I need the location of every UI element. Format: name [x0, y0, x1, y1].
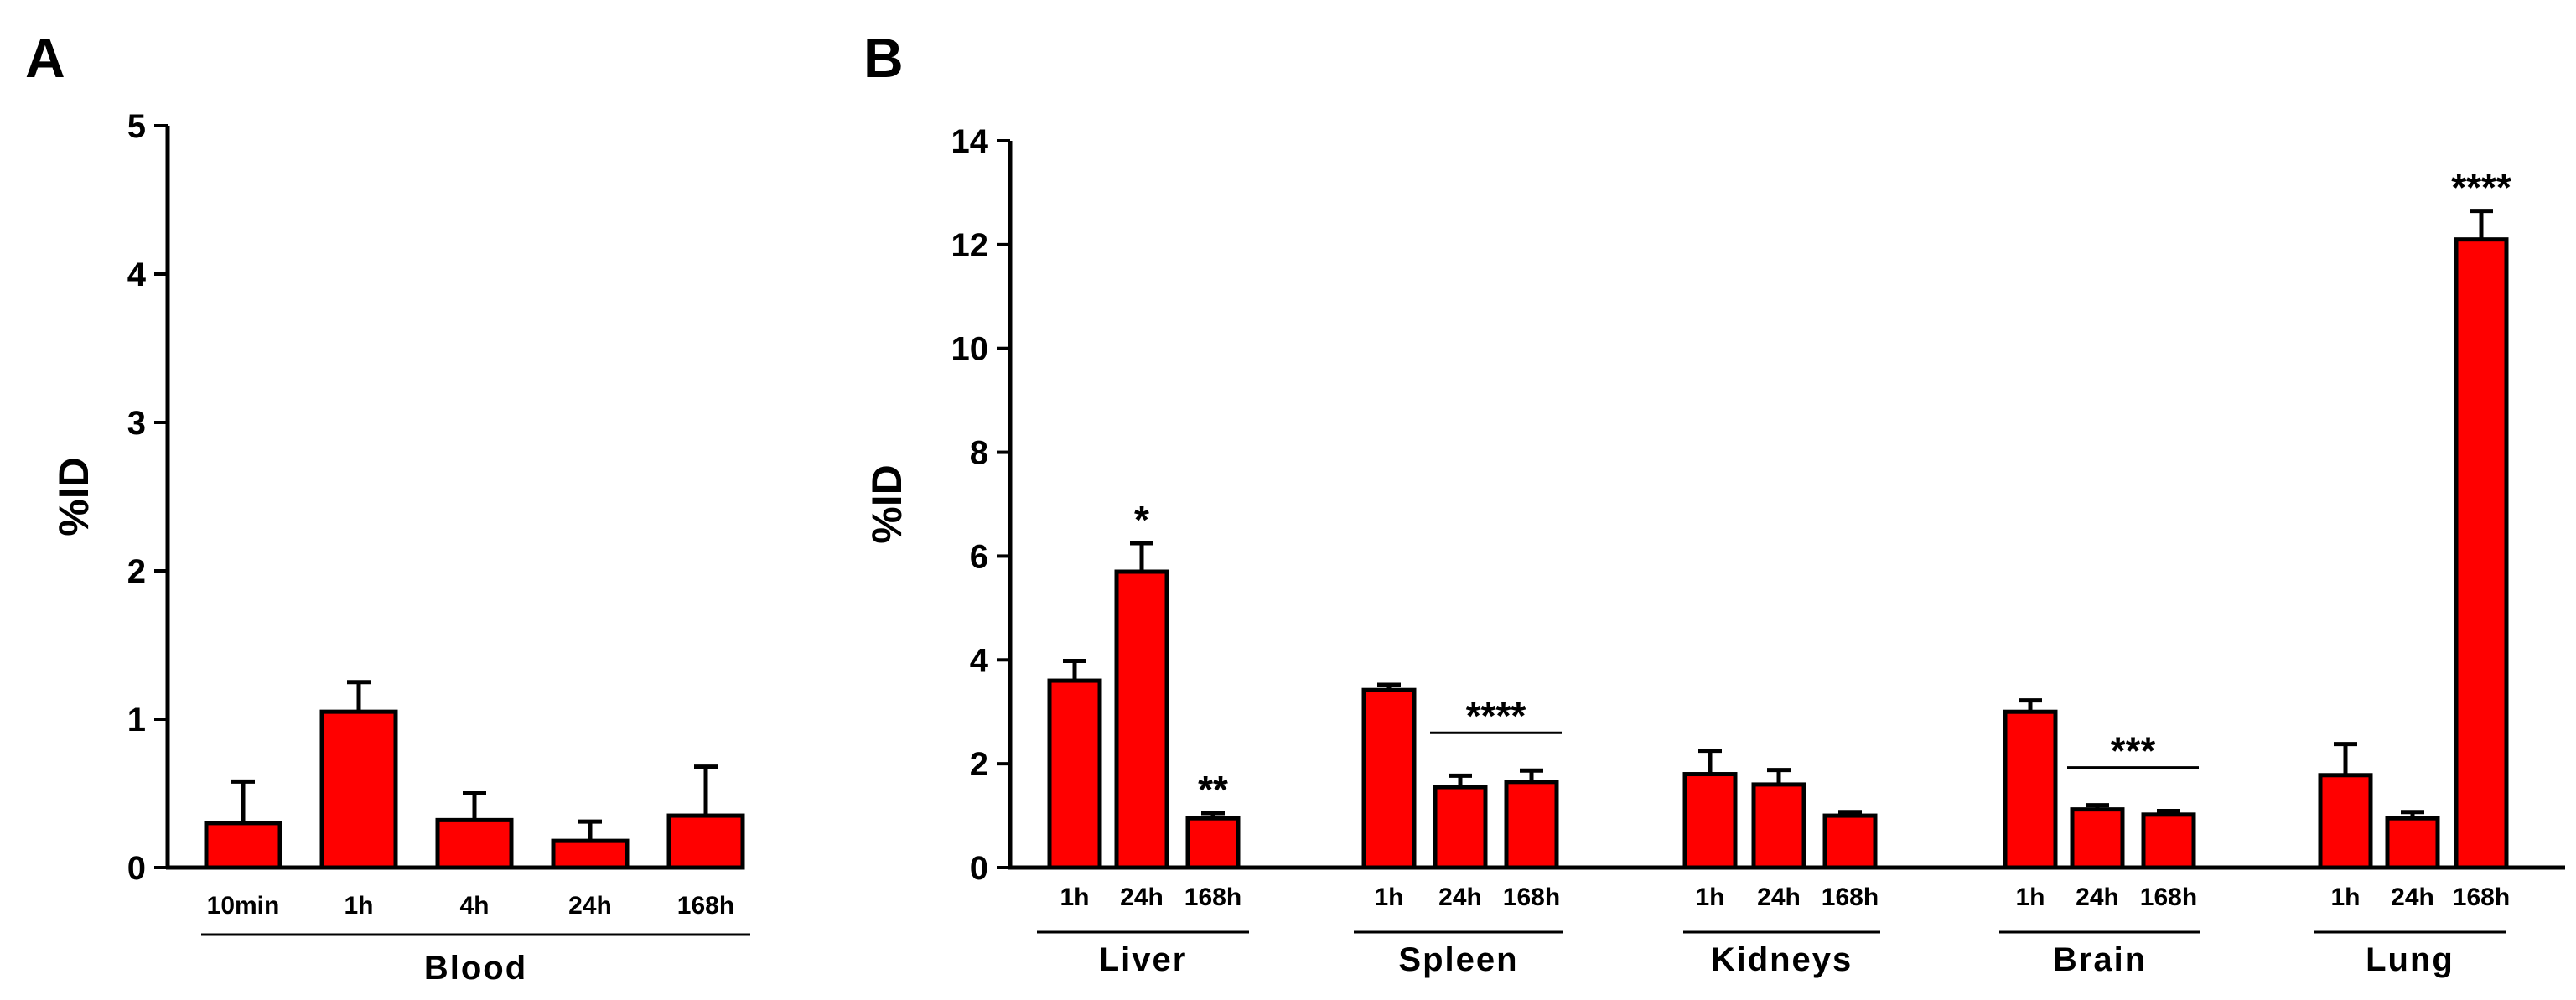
x-tick-label: 1h: [1374, 883, 1403, 911]
group-label: Lung: [2366, 941, 2454, 978]
bar: [1114, 569, 1169, 870]
group-label: Spleen: [1398, 941, 1518, 978]
y-tick-label: 12: [951, 227, 989, 264]
bar: [2141, 812, 2196, 870]
bar: [2070, 807, 2125, 870]
bar: [2318, 773, 2373, 870]
bar: [2003, 709, 2058, 870]
x-tick-label: 24h: [2076, 883, 2119, 911]
bar: [1751, 782, 1806, 870]
x-tick-label: 168h: [1822, 883, 1879, 911]
y-tick-label: 0: [970, 850, 988, 887]
panel-a: A 0 1 2 3 4 5 %ID 10min 1h 4h 24h 168h Blood: [25, 27, 750, 987]
x-tick-label: 168h: [677, 892, 734, 920]
group-label: Blood: [424, 950, 527, 987]
y-tick-label: 1: [127, 702, 146, 738]
y-tick-label: 4: [970, 642, 989, 679]
y-tick-label: 6: [970, 538, 988, 575]
bar: [1822, 813, 1878, 870]
x-tick-label: 24h: [568, 892, 612, 920]
x-tick-label: 24h: [1757, 883, 1801, 911]
y-tick-label: 4: [127, 256, 147, 293]
group-label: Brain: [2053, 941, 2147, 978]
bar: [1185, 816, 1241, 870]
x-tick-label: 10min: [207, 892, 280, 920]
x-tick-label: 1h: [344, 892, 373, 920]
x-tick-label: 24h: [1120, 883, 1164, 911]
x-tick-label: 168h: [1503, 883, 1560, 911]
x-tick-label: 168h: [2453, 883, 2510, 911]
bar: [1433, 785, 1488, 870]
y-tick-label: 5: [127, 108, 146, 145]
bar: [666, 813, 745, 870]
x-tick-label: 24h: [2391, 883, 2434, 911]
x-tick-label: 1h: [1695, 883, 1724, 911]
panel-label: A: [25, 27, 65, 89]
significance-marker: **: [1198, 768, 1228, 811]
x-tick-label: 168h: [2140, 883, 2197, 911]
bar: [2385, 816, 2440, 870]
x-tick-label: 1h: [2015, 883, 2045, 911]
bar: [1361, 687, 1417, 870]
x-tick-label: 168h: [1184, 883, 1241, 911]
y-tick-label: 10: [951, 331, 989, 368]
bar: [319, 709, 398, 870]
significance-marker: ****: [2451, 166, 2511, 210]
y-axis-title: %ID: [863, 464, 910, 543]
bar: [551, 838, 630, 870]
bar: [435, 817, 514, 870]
significance-marker: ***: [2111, 729, 2156, 773]
y-tick-label: 14: [951, 123, 989, 160]
y-tick-label: 3: [127, 405, 146, 442]
bar: [1504, 780, 1559, 870]
y-tick-label: 2: [127, 553, 146, 590]
y-axis-title: %ID: [50, 457, 97, 536]
x-tick-label: 1h: [2330, 883, 2360, 911]
x-tick-label: 1h: [1060, 883, 1089, 911]
y-tick-label: 0: [127, 850, 146, 887]
group-label: Liver: [1099, 941, 1188, 978]
group-label: Kidneys: [1711, 941, 1853, 978]
bar: [204, 821, 282, 870]
bar: [1047, 678, 1102, 870]
y-tick-label: 2: [970, 746, 988, 783]
x-tick-label: 4h: [459, 892, 489, 920]
y-tick-label: 8: [970, 435, 988, 472]
x-tick-label: 24h: [1438, 883, 1482, 911]
bar: [2454, 237, 2509, 870]
significance-marker: ****: [1466, 694, 1526, 738]
panel-label: B: [863, 27, 904, 89]
significance-marker: *: [1134, 498, 1149, 541]
bar: [1682, 772, 1738, 870]
